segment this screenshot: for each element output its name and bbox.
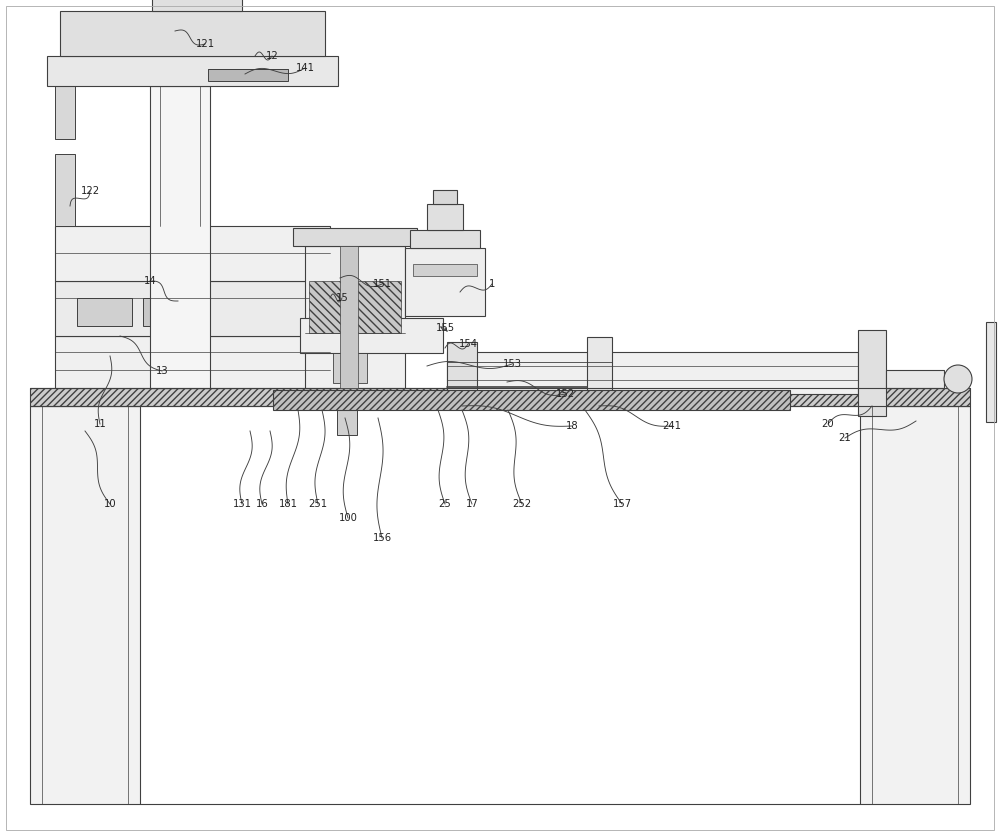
Bar <box>60 11 325 56</box>
Bar <box>300 318 443 353</box>
Text: 181: 181 <box>278 499 298 509</box>
Bar <box>353 353 367 383</box>
Bar <box>293 228 417 246</box>
Text: 12: 12 <box>266 51 278 61</box>
Bar <box>55 74 75 139</box>
Bar <box>886 370 944 388</box>
Text: 131: 131 <box>232 499 252 509</box>
Text: 14: 14 <box>144 276 156 286</box>
Text: 155: 155 <box>435 323 455 333</box>
Text: 241: 241 <box>662 421 682 431</box>
Text: 151: 151 <box>372 279 392 289</box>
Bar <box>427 204 463 230</box>
Circle shape <box>944 365 972 393</box>
Bar <box>309 281 401 333</box>
Text: 13: 13 <box>156 366 168 376</box>
Text: 121: 121 <box>195 39 215 49</box>
Text: 18: 18 <box>566 421 578 431</box>
Text: 152: 152 <box>555 389 575 399</box>
Bar <box>330 351 338 373</box>
Bar <box>150 86 210 388</box>
Text: 15: 15 <box>336 293 348 303</box>
Text: 20: 20 <box>822 419 834 429</box>
Bar <box>30 388 970 406</box>
Bar <box>340 246 358 388</box>
Text: 21: 21 <box>839 433 851 443</box>
Bar <box>143 298 173 326</box>
Text: 252: 252 <box>512 499 532 509</box>
Text: 154: 154 <box>458 339 478 349</box>
Bar <box>337 410 357 435</box>
Bar <box>333 353 347 383</box>
Bar <box>410 230 480 248</box>
Text: 251: 251 <box>308 499 328 509</box>
Text: 122: 122 <box>80 186 100 196</box>
Bar <box>55 154 75 226</box>
Bar <box>433 190 457 204</box>
Bar <box>47 56 338 86</box>
Text: 16: 16 <box>256 499 268 509</box>
Bar <box>986 322 996 422</box>
Text: 141: 141 <box>296 63 314 73</box>
Bar <box>860 406 970 804</box>
Text: 100: 100 <box>339 513 357 523</box>
Text: 25: 25 <box>439 499 451 509</box>
Text: 156: 156 <box>372 533 392 543</box>
Text: 153: 153 <box>503 359 522 369</box>
Bar <box>152 0 242 11</box>
Bar <box>77 298 132 326</box>
Bar <box>413 264 477 276</box>
Bar <box>208 69 288 81</box>
Bar <box>273 390 790 410</box>
Bar <box>55 281 330 336</box>
Text: 10: 10 <box>104 499 116 509</box>
Text: 17: 17 <box>466 499 478 509</box>
Bar <box>858 330 886 416</box>
Text: 11: 11 <box>94 419 106 429</box>
Bar <box>305 246 405 388</box>
Bar <box>30 406 140 804</box>
Bar <box>55 336 330 388</box>
Bar <box>447 352 858 394</box>
Bar <box>405 248 485 316</box>
Bar <box>447 342 477 404</box>
Bar <box>587 337 612 409</box>
Text: 1: 1 <box>489 279 495 289</box>
Bar <box>55 226 330 281</box>
Text: 157: 157 <box>612 499 632 509</box>
